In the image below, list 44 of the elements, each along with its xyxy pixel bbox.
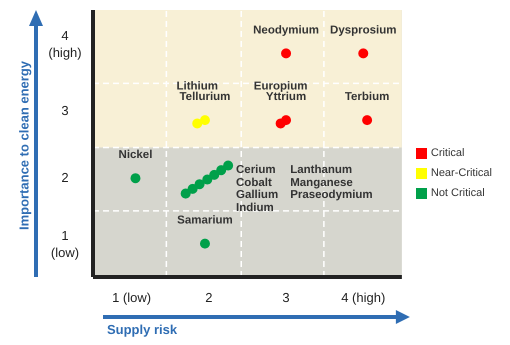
- point: [202, 174, 212, 185]
- y-tick-label: 1 (low): [50, 228, 80, 260]
- annotation: Cobalt: [236, 176, 273, 189]
- y-axis-title: Importance to clean energy: [16, 60, 32, 230]
- annotation: Cerium: [236, 164, 277, 176]
- point: [200, 115, 210, 126]
- legend-label: Not Critical: [430, 187, 485, 199]
- point: [180, 188, 191, 199]
- y-tick-label: 3: [61, 102, 69, 118]
- y-tick-label: 2: [61, 169, 69, 184]
- annotation: Tellurium: [180, 91, 230, 104]
- x-axis-title: Supply risk: [107, 322, 178, 337]
- point: [130, 173, 140, 184]
- annotation: Samarium: [177, 214, 233, 227]
- annotation: Manganese: [290, 176, 354, 189]
- point: [209, 170, 220, 180]
- annotation: Indium: [236, 202, 275, 214]
- point: [188, 184, 198, 194]
- annotation: Dysprosium: [330, 24, 396, 36]
- annotation: Neodymium: [253, 24, 319, 36]
- point: [192, 118, 202, 128]
- point: [358, 48, 368, 58]
- x-tick-label: 3: [282, 290, 290, 306]
- annotation: Europium: [254, 80, 308, 92]
- point: [281, 48, 292, 58]
- legend-label: Near-Critical: [430, 167, 492, 179]
- point: [200, 238, 210, 249]
- point: [194, 179, 205, 190]
- annotation: Praseodymium: [290, 189, 373, 202]
- point: [281, 115, 292, 126]
- annotation: Lanthanum: [290, 164, 354, 176]
- x-tick-label: 4 (high): [341, 290, 386, 306]
- point: [223, 160, 234, 171]
- x-tick-label: 2: [205, 290, 212, 306]
- point: [362, 115, 372, 126]
- legend-label: Critical: [430, 147, 464, 159]
- annotation: Lithium: [176, 80, 218, 92]
- annotation: Yttrium: [266, 91, 306, 104]
- annotation: Nickel: [118, 149, 152, 162]
- annotation: Terbium: [344, 91, 390, 104]
- point: [216, 165, 226, 176]
- x-tick-label: 1 (low): [112, 290, 152, 306]
- annotation: Gallium: [236, 189, 278, 202]
- y-tick-label: 4 (high): [48, 27, 82, 60]
